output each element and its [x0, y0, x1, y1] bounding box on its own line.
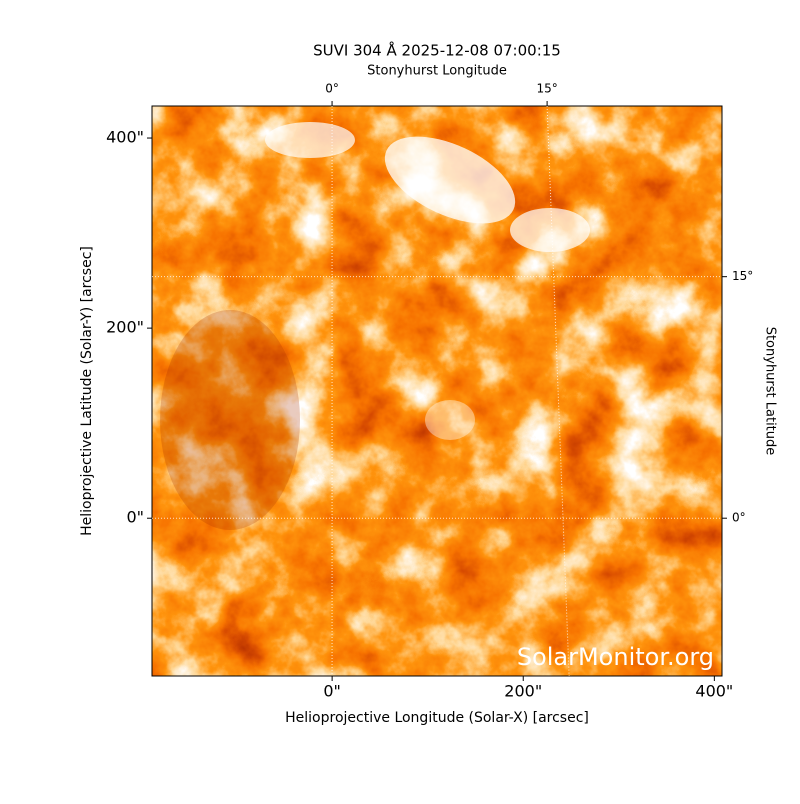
watermark: SolarMonitor.org [517, 643, 714, 671]
chart-title: SUVI 304 Å 2025-12-08 07:00:15 [313, 41, 561, 60]
x-axis-label: Helioprojective Longitude (Solar-X) [arc… [285, 710, 589, 726]
grid-line [546, 105, 570, 677]
y-tick-label: 200" [106, 318, 144, 337]
x-tick-label: 400" [695, 682, 733, 701]
y-axis-label: Helioprojective Latitude (Solar-Y) [arcs… [79, 246, 95, 536]
plot-frame [151, 105, 723, 677]
top-tick-label: 15° [536, 82, 557, 96]
y-tick-label: 0" [126, 508, 144, 527]
right-tick-label: 0° [732, 511, 746, 525]
solar-image [152, 106, 722, 676]
right-tick-label: 15° [732, 269, 753, 283]
top-tick-label: 0° [325, 82, 339, 96]
x-tick-label: 0" [323, 682, 341, 701]
top-axis-label: Stonyhurst Longitude [367, 64, 507, 79]
x-tick-label: 200" [504, 682, 542, 701]
right-axis-label: Stonyhurst Latitude [763, 327, 778, 456]
y-tick-label: 400" [106, 128, 144, 147]
